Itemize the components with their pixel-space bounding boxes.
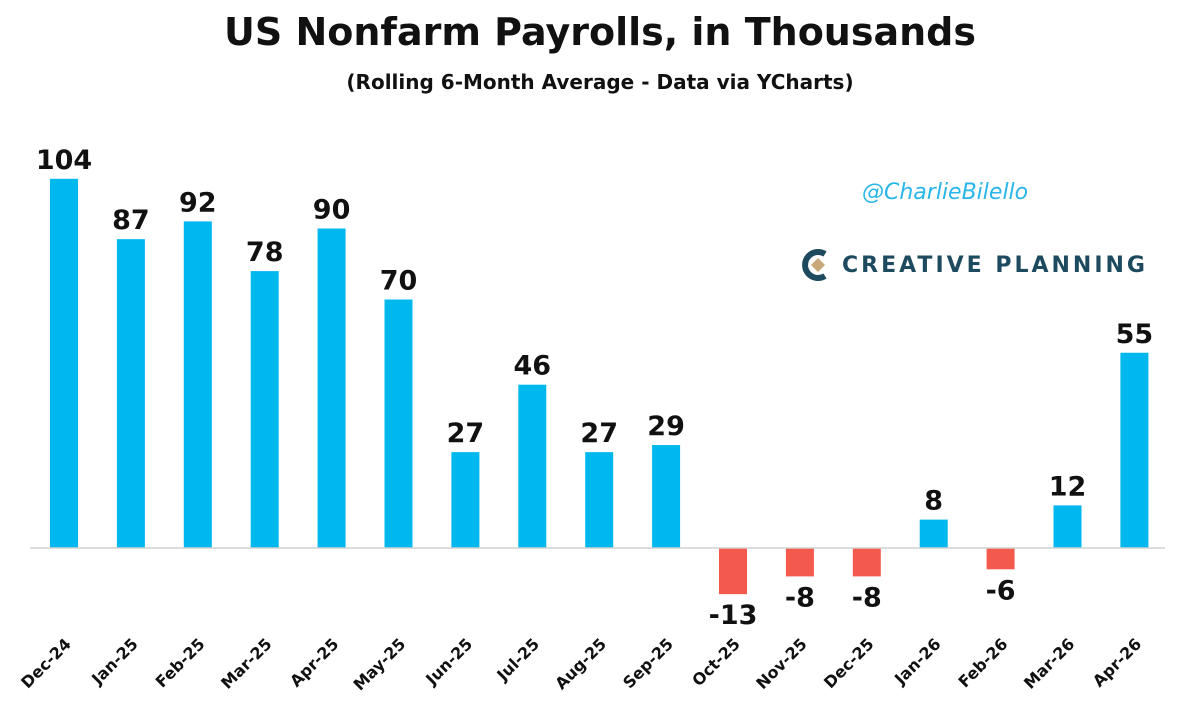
- logo-text: CREATIVE PLANNING: [842, 252, 1148, 278]
- x-tick-Jun-25: Jun-25: [421, 634, 476, 689]
- x-tick-May-25: May-25: [350, 634, 410, 694]
- x-tick-Oct-25: Oct-25: [688, 634, 744, 690]
- chart-title: US Nonfarm Payrolls, in Thousands: [224, 10, 976, 54]
- x-tick-Nov-25: Nov-25: [752, 634, 810, 692]
- bar-Nov-25: [785, 548, 814, 577]
- data-label-Sep-25: 29: [647, 411, 685, 442]
- x-tick-labels-group: Dec-24 Jan-25 Feb-25 Mar-25 Apr-25 May-25 Jun-…: [17, 634, 1145, 694]
- data-label-Feb-25: 92: [179, 187, 217, 218]
- bar-Dec-24: [50, 178, 78, 549]
- x-tick-Mar-26: Mar-26: [1020, 634, 1078, 692]
- data-label-Jan-26: 8: [924, 486, 943, 517]
- data-label-Feb-26: -6: [986, 575, 1016, 606]
- data-label-Aug-25: 27: [580, 418, 618, 449]
- data-label-Jun-25: 27: [447, 418, 485, 449]
- data-label-Mar-25: 78: [246, 237, 284, 268]
- x-tick-Sep-25: Sep-25: [619, 634, 677, 692]
- data-label-Dec-24: 104: [36, 145, 92, 176]
- bar-Jul-25: [518, 384, 547, 548]
- x-tick-Jan-26: Jan-26: [890, 634, 944, 688]
- author-handle: @CharlieBilello: [862, 180, 1029, 205]
- bar-Jan-25: [116, 239, 145, 548]
- data-label-Apr-26: 55: [1116, 319, 1154, 350]
- creative-planning-logo: CREATIVE PLANNING: [800, 248, 1148, 282]
- data-label-Oct-25: -13: [709, 600, 758, 631]
- chart-subtitle: (Rolling 6-Month Average - Data via YCha…: [346, 70, 854, 94]
- x-tick-Apr-26: Apr-26: [1089, 634, 1145, 690]
- creative-planning-logo-icon: [802, 249, 827, 281]
- x-tick-Dec-25: Dec-25: [820, 634, 878, 692]
- data-labels-group: 104 87 92 78 90 70 27 46 27 29 -13 -8 -8 8 -6 12 55: [36, 145, 1153, 631]
- x-tick-Aug-25: Aug-25: [551, 634, 610, 693]
- x-tick-Mar-25: Mar-25: [217, 634, 275, 692]
- x-tick-Apr-25: Apr-25: [286, 634, 342, 690]
- x-tick-Dec-24: Dec-24: [17, 634, 75, 692]
- x-tick-Jan-25: Jan-25: [87, 634, 141, 688]
- data-label-Apr-25: 90: [313, 195, 351, 226]
- bar-Aug-25: [585, 452, 614, 548]
- bar-May-25: [384, 299, 413, 548]
- bar-Feb-25: [183, 221, 212, 548]
- data-label-Mar-26: 12: [1049, 471, 1087, 502]
- data-label-Nov-25: -8: [785, 582, 815, 613]
- bar-Dec-25: [852, 548, 881, 577]
- bar-Mar-26: [1053, 505, 1082, 548]
- bar-Sep-25: [652, 445, 681, 548]
- x-tick-Feb-25: Feb-25: [152, 634, 209, 691]
- bar-Apr-26: [1120, 352, 1149, 548]
- bar-Jun-25: [451, 452, 480, 548]
- bars-group: [50, 178, 1149, 595]
- data-label-Jan-25: 87: [112, 205, 150, 236]
- bar-Apr-25: [317, 228, 346, 548]
- data-label-Dec-25: -8: [852, 582, 882, 613]
- bar-Jan-26: [919, 519, 948, 548]
- x-tick-Feb-26: Feb-26: [955, 634, 1012, 691]
- data-label-Jul-25: 46: [514, 351, 552, 382]
- x-tick-Jul-25: Jul-25: [492, 634, 543, 685]
- bar-Mar-25: [250, 271, 279, 548]
- data-label-May-25: 70: [380, 266, 418, 297]
- bar-Oct-25: [719, 548, 747, 595]
- bar-Feb-26: [986, 548, 1015, 570]
